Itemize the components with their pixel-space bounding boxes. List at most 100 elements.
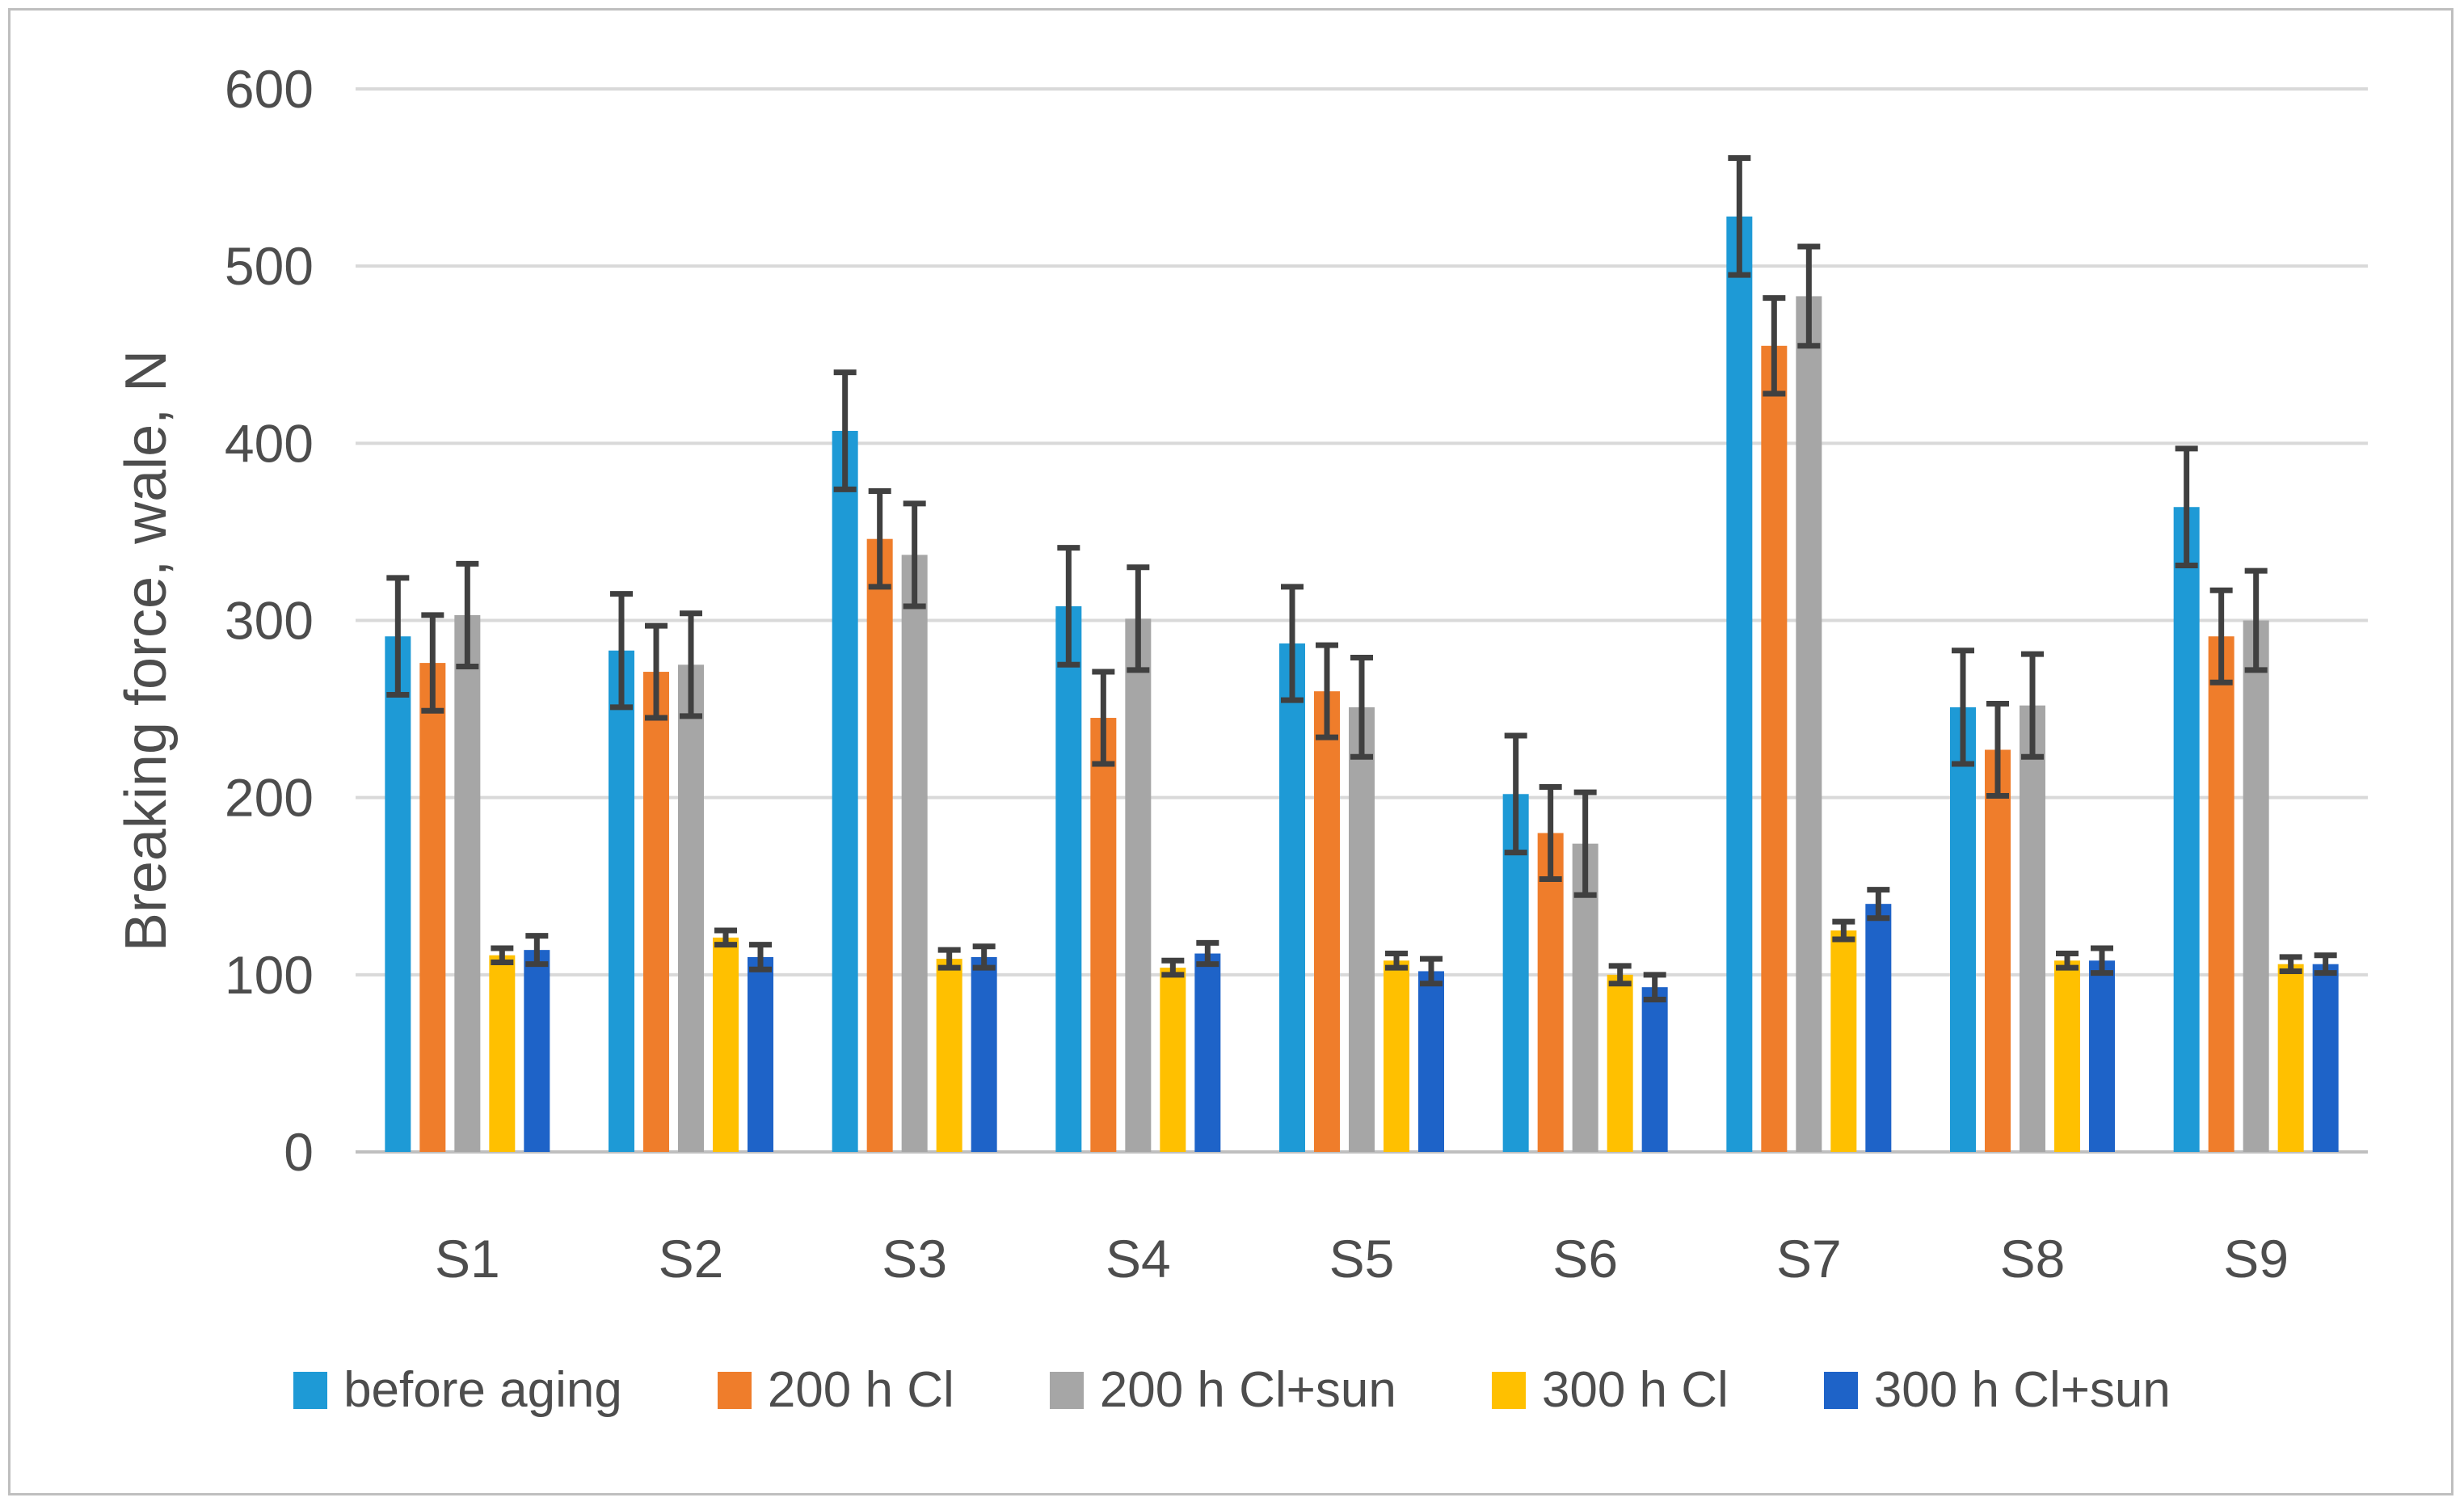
bar-S8-before-aging [1950, 707, 1976, 1152]
y-tick-label: 500 [225, 236, 314, 296]
error-bar [1986, 701, 2009, 799]
error-bar [1196, 939, 1219, 968]
y-tick-label: 100 [225, 945, 314, 1005]
y-tick-label: 300 [225, 591, 314, 651]
error-bar [1573, 789, 1597, 898]
bar-S7-300-h-cl [1830, 930, 1857, 1152]
x-category-label: S7 [1776, 1229, 1842, 1289]
figure-border [8, 8, 2453, 1495]
x-category-label: S4 [1106, 1229, 1171, 1289]
bar-S2-300-h-cl-sun [748, 956, 773, 1152]
error-bar [937, 947, 961, 971]
bar-S8-200-h-cl [1985, 749, 2011, 1152]
y-axis-tick-labels: 0 100 200 300 400 500 600 [225, 59, 314, 1182]
x-axis-category-labels: S1 S2 S3 S4 S5 S6 S7 S8 S9 [435, 1229, 2289, 1289]
x-category-label: S3 [882, 1229, 947, 1289]
error-bar [1161, 957, 1185, 978]
error-bar [1867, 887, 1890, 922]
error-bar [1127, 564, 1150, 673]
bar-S6-200-h-cl [1537, 833, 1564, 1152]
x-category-label: S5 [1329, 1229, 1395, 1289]
error-bar [1316, 642, 1338, 740]
bar-S9-before-aging [2173, 507, 2200, 1152]
x-category-label: S2 [659, 1229, 724, 1289]
bar-S1-300-h-cl-sun [524, 950, 550, 1152]
error-bar [1763, 295, 1786, 397]
legend-item-300h-cl: 300 h Cl [1491, 1365, 1729, 1415]
error-bar [680, 610, 702, 719]
y-tick-label: 200 [225, 768, 314, 828]
error-bar [2314, 952, 2337, 977]
bar-series [385, 216, 2339, 1153]
bar-S4-200-h-cl-sun [1125, 618, 1152, 1152]
error-bar [1385, 951, 1408, 971]
error-bar [972, 943, 996, 971]
bar-S4-300-h-cl-sun [1194, 953, 1221, 1152]
bar-S5-300-h-cl [1384, 960, 1409, 1152]
error-bar [1539, 784, 1562, 882]
bar-S4-300-h-cl [1160, 968, 1186, 1152]
error-bar [1832, 918, 1855, 943]
error-bar [491, 945, 514, 965]
bar-S9-300-h-cl-sun [2312, 964, 2339, 1152]
bar-S2-200-h-cl [643, 672, 669, 1152]
bar-S7-before-aging [1726, 216, 1753, 1152]
error-bar [1420, 955, 1443, 987]
error-bar [1057, 545, 1080, 668]
legend-item-300h-cl-sun: 300 h Cl+sun [1823, 1362, 2171, 1418]
bar-S8-300-h-cl [2054, 960, 2080, 1152]
bar-S3-200-h-cl [866, 538, 893, 1152]
error-bar [1728, 154, 1751, 278]
legend-label: 300 h Cl+sun [1873, 1362, 2171, 1418]
bar-S6-300-h-cl-sun [1641, 987, 1668, 1152]
bar-S3-before-aging [832, 430, 858, 1152]
error-bar [749, 942, 772, 972]
x-category-label: S9 [2223, 1229, 2289, 1289]
bar-S4-before-aging [1055, 605, 1082, 1152]
x-category-label: S6 [1552, 1229, 1618, 1289]
error-bar [903, 500, 926, 610]
bar-S7-200-h-cl [1761, 345, 1788, 1153]
error-bar [868, 488, 891, 590]
error-bar [2244, 567, 2268, 673]
error-bar [1504, 732, 1527, 856]
error-bar [2056, 951, 2079, 971]
bar-S7-200-h-cl-sun [1796, 296, 1822, 1152]
bar-S2-300-h-cl [713, 937, 739, 1152]
legend-label: 200 h Cl [767, 1362, 954, 1418]
error-bar [1952, 648, 1974, 767]
error-bar [1281, 584, 1304, 703]
bar-S3-200-h-cl-sun [901, 555, 928, 1152]
bar-S9-200-h-cl [2208, 636, 2234, 1152]
y-tick-label: 400 [225, 413, 314, 473]
y-axis-title: Breaking force, wale, N [114, 350, 179, 951]
legend-item-200h-cl-sun: 200 h Cl+sun [1049, 1365, 1396, 1415]
error-bar [2209, 587, 2233, 686]
error-bar [2279, 954, 2302, 974]
bar-S5-200-h-cl [1314, 691, 1340, 1152]
error-bar [610, 591, 633, 711]
legend-label: before aging [343, 1362, 622, 1418]
bar-S1-before-aging [385, 636, 411, 1152]
error-bar [1797, 243, 1821, 349]
error-bar [421, 612, 444, 714]
bar-S2-before-aging [609, 650, 634, 1152]
error-bar [2021, 651, 2044, 760]
error-bar [2175, 445, 2198, 569]
error-bar [456, 560, 479, 669]
y-tick-label: 600 [225, 59, 314, 119]
error-bar [1608, 963, 1632, 987]
legend-swatch-200h-cl-sun [1049, 1372, 1084, 1409]
error-bar [525, 933, 549, 968]
bar-S5-200-h-cl-sun [1349, 707, 1375, 1152]
bar-S2-200-h-cl-sun [678, 664, 704, 1152]
y-tick-label: 0 [284, 1122, 314, 1182]
error-bar [1092, 669, 1115, 767]
bar-S5-300-h-cl-sun [1418, 971, 1444, 1152]
error-bar [645, 622, 668, 721]
bar-S1-200-h-cl-sun [454, 614, 481, 1152]
bar-S8-200-h-cl-sun [2020, 705, 2045, 1152]
bar-S9-300-h-cl [2277, 964, 2304, 1152]
chart-legend: before aging 200 h Cl 200 h Cl+sun 300 h… [0, 1358, 2464, 1423]
